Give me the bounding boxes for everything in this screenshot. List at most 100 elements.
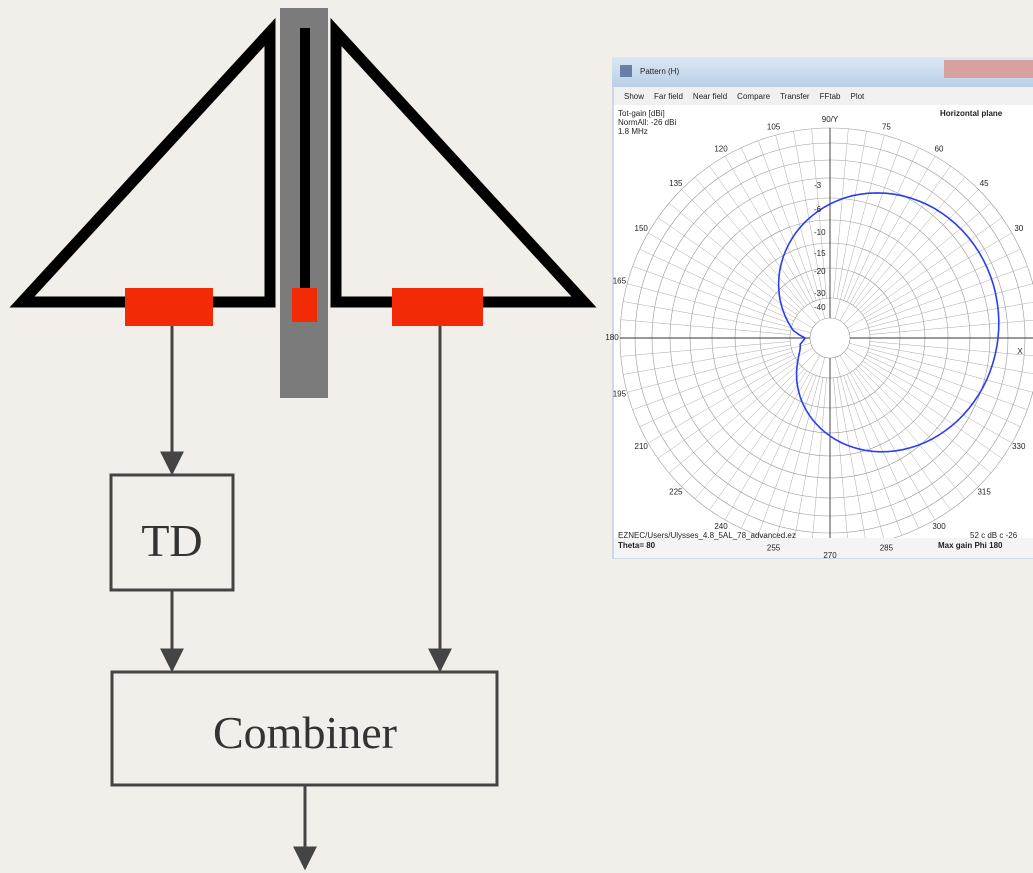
menu-item: Plot bbox=[850, 92, 865, 101]
grid-spoke bbox=[627, 342, 811, 393]
grid-spoke bbox=[862, 217, 1003, 316]
grid-spoke bbox=[657, 360, 798, 459]
angle-label: 300 bbox=[932, 522, 946, 531]
menu-item: Far field bbox=[654, 92, 683, 101]
footer-file: EZNEC/Users/Ulysses_4.8_5AL_78_advanced.… bbox=[618, 531, 796, 540]
ring-label: -30 bbox=[814, 289, 826, 298]
grid-spoke bbox=[694, 176, 805, 308]
grid-spoke bbox=[860, 202, 992, 313]
grid-spoke bbox=[724, 355, 821, 520]
angle-label: 225 bbox=[669, 487, 683, 496]
grid-spoke bbox=[812, 377, 827, 538]
grid-spoke bbox=[869, 344, 1033, 375]
menu-item: FFtab bbox=[820, 92, 841, 101]
grid-spoke bbox=[862, 360, 1003, 459]
grid-spoke bbox=[849, 342, 1033, 393]
grid-spoke bbox=[847, 347, 1012, 444]
feed-left bbox=[125, 288, 213, 326]
grid-spoke bbox=[852, 370, 951, 511]
angle-label: 210 bbox=[635, 442, 649, 451]
grid-spoke bbox=[833, 128, 849, 299]
footer-theta: Theta= 80 bbox=[618, 541, 656, 550]
grid-spoke bbox=[866, 354, 1021, 427]
right-wire bbox=[330, 17, 597, 308]
angle-label: 285 bbox=[880, 544, 894, 553]
status-area bbox=[614, 538, 1033, 558]
grid-spoke bbox=[867, 265, 1028, 325]
grid-spoke bbox=[709, 370, 808, 511]
footer-range: 52 c dB c -26 bbox=[970, 531, 1018, 540]
angle-label: 180 bbox=[605, 333, 619, 342]
left-wire bbox=[9, 17, 276, 308]
menu-bar bbox=[614, 87, 1033, 105]
plot-info: Tot-gain [dBi] bbox=[618, 109, 665, 118]
plot-area bbox=[614, 105, 1033, 538]
polar-grid bbox=[619, 127, 1033, 538]
grid-spoke bbox=[843, 351, 979, 487]
window-title: Pattern (H) bbox=[640, 67, 679, 76]
grid-spoke bbox=[794, 377, 824, 538]
grid-spoke bbox=[657, 217, 798, 316]
angle-label: 195 bbox=[613, 390, 627, 399]
grid-spoke bbox=[724, 156, 821, 321]
grid-spoke bbox=[836, 377, 866, 538]
grid-spoke bbox=[843, 140, 903, 301]
menu-item: Show bbox=[624, 92, 644, 101]
td-label: TD bbox=[141, 515, 202, 566]
plane-label: Horizontal plane bbox=[940, 109, 1003, 118]
angle-label: 150 bbox=[635, 224, 649, 233]
grid-spoke bbox=[833, 377, 848, 538]
plot-info: 1.8 MHz bbox=[618, 127, 648, 136]
angle-label: 105 bbox=[767, 123, 781, 132]
grid-spoke bbox=[867, 351, 1028, 411]
feed-right bbox=[392, 288, 483, 326]
angle-label: 330 bbox=[1012, 442, 1026, 451]
ring-label: -10 bbox=[814, 228, 826, 237]
grid-spoke bbox=[632, 351, 793, 411]
grid-spoke bbox=[757, 140, 817, 301]
grid-spoke bbox=[847, 232, 1012, 329]
td-box bbox=[109, 473, 235, 592]
grid-spoke bbox=[852, 165, 951, 306]
angle-label: 270 bbox=[823, 551, 837, 560]
angle-label: 315 bbox=[977, 487, 991, 496]
grid-spoke bbox=[843, 375, 903, 536]
angle-label: 30 bbox=[1014, 224, 1023, 233]
grid-spoke bbox=[866, 249, 1021, 322]
grid-spoke bbox=[793, 131, 824, 299]
angle-label: 60 bbox=[935, 144, 944, 153]
grid-spoke bbox=[811, 128, 827, 299]
app-icon bbox=[620, 65, 632, 77]
grid-spoke bbox=[839, 156, 936, 321]
angle-label: 135 bbox=[669, 179, 683, 188]
angle-label: 45 bbox=[980, 179, 989, 188]
feed-center bbox=[292, 288, 317, 322]
angle-label: 90/Y bbox=[822, 115, 839, 124]
connections bbox=[109, 326, 499, 871]
window-buttons bbox=[944, 60, 1033, 78]
plot-info: NormAll: -26 dBi bbox=[618, 118, 676, 127]
axis-marker: X bbox=[1017, 347, 1023, 356]
grid-spoke bbox=[648, 232, 813, 329]
menu-item: Compare bbox=[737, 92, 770, 101]
grid-spoke bbox=[632, 265, 793, 325]
combiner-label: Combiner bbox=[213, 707, 397, 758]
grid-spoke bbox=[855, 176, 966, 308]
ring-label: -3 bbox=[814, 181, 822, 190]
grid-spoke bbox=[627, 283, 811, 334]
angle-label: 75 bbox=[882, 123, 891, 132]
grid-spoke bbox=[839, 355, 936, 520]
grid-spoke bbox=[834, 135, 885, 319]
grid-spoke bbox=[694, 368, 805, 500]
grid-spoke bbox=[843, 189, 979, 325]
angle-label: 165 bbox=[613, 277, 627, 286]
grid-spoke bbox=[860, 363, 992, 474]
grid-spoke bbox=[668, 202, 800, 313]
angle-label: 120 bbox=[714, 144, 728, 153]
grid-spoke bbox=[668, 363, 800, 474]
grid-spoke bbox=[620, 319, 791, 335]
angle-label: 240 bbox=[714, 522, 728, 531]
grid-spoke bbox=[681, 351, 817, 487]
